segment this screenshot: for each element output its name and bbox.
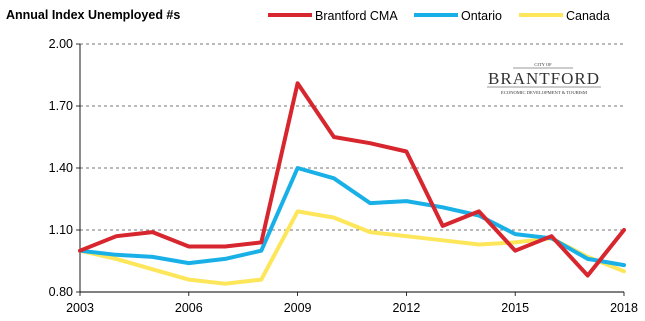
y-tick-label: 1.10 [49, 223, 73, 237]
x-tick-label: 2018 [610, 301, 638, 315]
brantford-logo: CITY OF BRANTFORD ECONOMIC DEVELOPMENT &… [487, 62, 601, 95]
logo-name: BRANTFORD [488, 69, 600, 88]
x-tick-label: 2006 [175, 301, 203, 315]
series-line-brantford-cma [80, 83, 624, 275]
x-tick-label: 2003 [66, 301, 94, 315]
legend-label: Brantford CMA [315, 9, 398, 23]
legend-label: Ontario [461, 9, 502, 23]
y-tick-label: 1.70 [49, 99, 73, 113]
y-tick-label: 0.80 [49, 285, 73, 299]
y-tick-label: 1.40 [49, 161, 73, 175]
chart-title: Annual Index Unemployed #s [6, 8, 180, 22]
series-line-canada [80, 211, 624, 283]
logo-subtitle: ECONOMIC DEVELOPMENT & TOURISM [501, 90, 587, 95]
y-tick-label: 2.00 [49, 37, 73, 51]
legend: Brantford CMA Ontario Canada [268, 9, 610, 23]
legend-label: Canada [566, 9, 610, 23]
x-axis-ticks: 2003 2006 2009 2012 2015 2018 [66, 292, 638, 315]
y-axis-ticks: 0.80 1.10 1.40 1.70 2.00 [49, 37, 80, 299]
x-tick-label: 2009 [284, 301, 312, 315]
series-lines [80, 83, 624, 283]
x-tick-label: 2012 [392, 301, 420, 315]
series-line-ontario [80, 168, 624, 265]
logo-top-text: CITY OF [534, 62, 552, 67]
x-tick-label: 2015 [501, 301, 529, 315]
